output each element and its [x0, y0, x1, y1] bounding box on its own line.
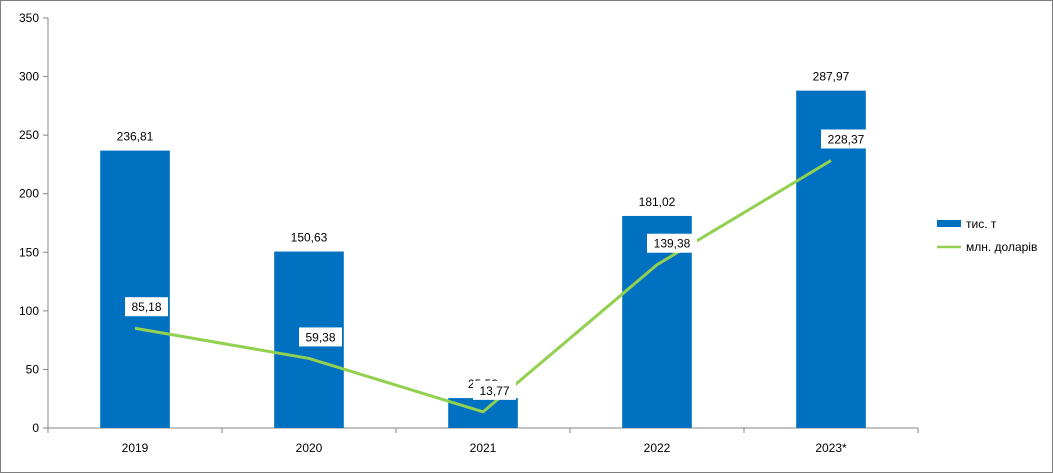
y-tick-label: 50 [26, 362, 40, 376]
y-tick-label: 150 [19, 245, 39, 259]
legend-label-line: млн. доларів [966, 240, 1037, 254]
line-data-label: 139,38 [647, 233, 697, 253]
line-data-label: 228,37 [821, 129, 871, 149]
legend-label-bar: тис. т [966, 217, 997, 231]
line-data-label-text: 85,18 [131, 300, 161, 314]
line-data-label: 13,77 [473, 380, 516, 400]
y-tick-label: 350 [19, 11, 39, 25]
line-data-label-text: 59,38 [305, 330, 335, 344]
bar [100, 150, 170, 428]
line-data-label: 85,18 [125, 297, 168, 317]
y-tick-label: 300 [19, 70, 39, 84]
x-tick-label: 2020 [296, 441, 323, 455]
bar-data-label: 181,02 [639, 195, 676, 209]
line-data-label-box [299, 327, 342, 347]
line-data-label-text: 139,38 [654, 237, 691, 251]
line-data-label-text: 228,37 [828, 132, 865, 146]
y-tick-label: 250 [19, 128, 39, 142]
line-data-label-text: 13,77 [479, 384, 509, 398]
bar-data-label: 236,81 [117, 130, 154, 144]
y-tick-label: 0 [32, 421, 39, 435]
y-tick-label: 100 [19, 304, 39, 318]
bar-data-label: 287,97 [813, 70, 850, 84]
x-tick-label: 2021 [470, 441, 497, 455]
line-data-label-box [473, 380, 516, 400]
y-axis: 0 50 100 150 200 250 300 350 [19, 11, 49, 435]
x-axis: 2019 2020 2021 2022 2023* [47, 427, 919, 455]
legend-swatch-bar [937, 220, 961, 227]
line-data-label-box [125, 297, 168, 317]
line-data-label: 59,38 [299, 327, 342, 347]
legend: тис. т млн. доларів [937, 217, 1037, 254]
bar-data-label: 150,63 [291, 231, 328, 245]
y-tick-label: 200 [19, 187, 39, 201]
line-path [134, 159, 832, 414]
line-data-label-box [821, 129, 871, 149]
line-data-label-box [647, 233, 697, 253]
line-series [134, 159, 832, 414]
x-tick-label: 2023* [815, 441, 847, 455]
line-data-labels: 85,18 59,38 13,77 139,38 228,37 [125, 129, 871, 400]
x-tick-label: 2019 [122, 441, 149, 455]
x-tick-label: 2022 [644, 441, 671, 455]
